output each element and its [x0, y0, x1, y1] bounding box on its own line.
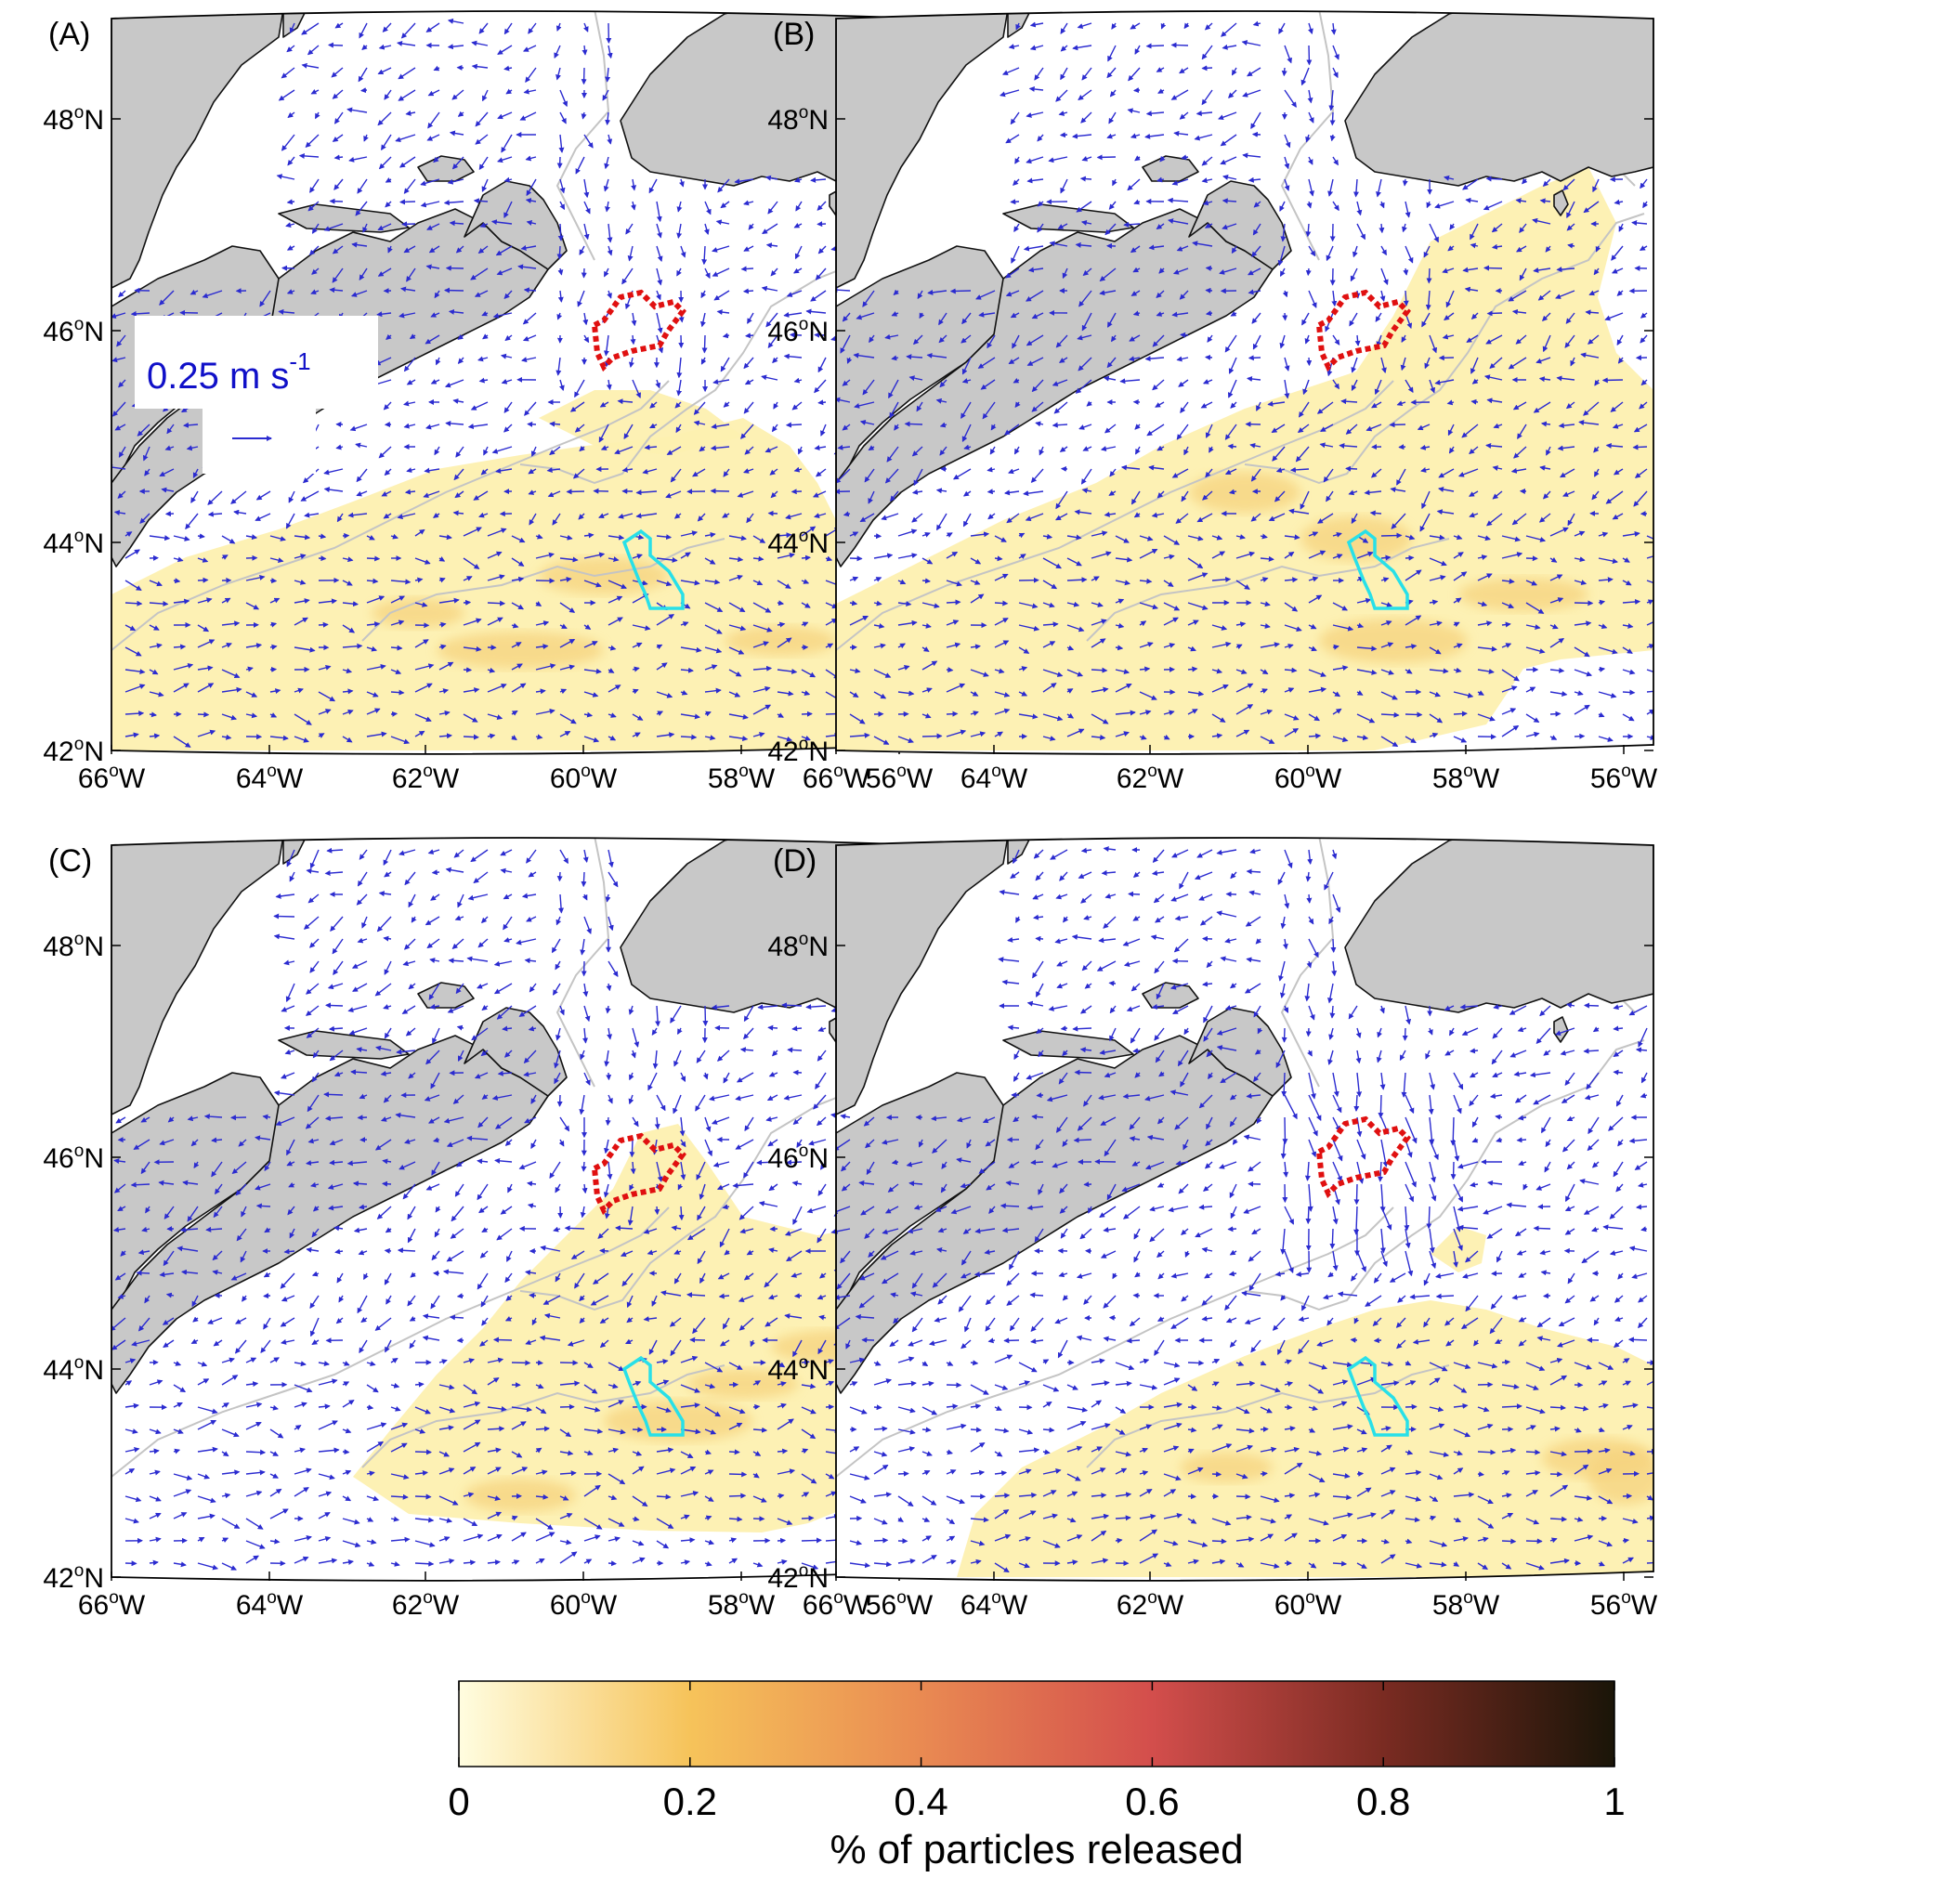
- map-frame: [835, 10, 1654, 755]
- longitude-tick-label: 64oW: [960, 762, 1028, 794]
- latitude-tick-label: 42oN: [43, 1561, 104, 1594]
- colorbar-tick-label: 0.2: [663, 1780, 717, 1823]
- red-region-outline: [1315, 1115, 1411, 1199]
- latitude-tick-label: 44oN: [767, 527, 829, 559]
- longitude-tick-label: 66oW: [803, 762, 870, 794]
- landmass: [836, 11, 1653, 567]
- isobath-lines: [111, 838, 921, 1478]
- colorbar-tick-label: 0.6: [1125, 1780, 1179, 1823]
- longitude-tick-label: 60oW: [1274, 1588, 1342, 1621]
- red-region-outline: [591, 289, 686, 372]
- particle-density-field: [957, 1226, 1653, 1577]
- longitude-tick-label: 56oW: [1590, 1588, 1658, 1621]
- current-vectors: [111, 847, 929, 1571]
- latitude-tick-label: 46oN: [43, 1141, 104, 1174]
- colorbar-tick-label: 0.4: [894, 1780, 947, 1823]
- longitude-tick-label: 58oW: [1432, 1588, 1500, 1621]
- panel-label: (C): [48, 843, 92, 879]
- landmass: [836, 838, 1653, 1394]
- longitude-tick-label: 64oW: [960, 1588, 1028, 1621]
- colorbar: 0 0.2 0.4 0.6 0.8 1 % of particles released: [448, 1680, 1626, 1872]
- latitude-tick-label: 44oN: [43, 1353, 104, 1386]
- longitude-tick-label: 60oW: [1274, 762, 1342, 794]
- current-vectors: [836, 846, 1653, 1573]
- longitude-tick-label: 66oW: [803, 1588, 870, 1621]
- panel-label: (B): [773, 17, 815, 52]
- panel-label: (A): [48, 17, 90, 52]
- latitude-tick-label: 44oN: [767, 1353, 829, 1386]
- longitude-tick-label: 62oW: [1117, 762, 1184, 794]
- longitude-tick-label: 56oW: [1590, 762, 1658, 794]
- latitude-tick-label: 48oN: [43, 103, 104, 136]
- latitude-tick-label: 44oN: [43, 527, 104, 559]
- longitude-tick-label: 64oW: [236, 1588, 304, 1621]
- longitude-tick-label: 60oW: [550, 762, 618, 794]
- longitude-tick-label: 56oW: [866, 762, 934, 794]
- longitude-tick-label: 62oW: [392, 762, 460, 794]
- latitude-tick-label: 42oN: [43, 735, 104, 767]
- longitude-tick-label: 58oW: [708, 1588, 776, 1621]
- cyan-region-outline: [621, 1355, 685, 1437]
- cyan-region-outline: [1346, 528, 1409, 610]
- latitude-tick-label: 42oN: [767, 1561, 829, 1594]
- longitude-tick-label: 62oW: [1117, 1588, 1184, 1621]
- red-region-outline: [591, 1132, 686, 1216]
- cyan-region-outline: [1346, 1355, 1409, 1437]
- longitude-tick-label: 64oW: [236, 762, 304, 794]
- longitude-tick-label: 58oW: [1432, 762, 1500, 794]
- current-vectors: [836, 20, 1653, 748]
- cyan-region-outline: [621, 528, 685, 610]
- latitude-tick-label: 48oN: [43, 930, 104, 962]
- scale-arrow-legend: 0.25 m s-1: [135, 316, 378, 474]
- panel-label: (D): [773, 843, 817, 879]
- latitude-tick-label: 46oN: [43, 315, 104, 347]
- latitude-tick-label: 42oN: [767, 735, 829, 767]
- latitude-tick-label: 46oN: [767, 1141, 829, 1174]
- red-region-outline: [1315, 289, 1411, 372]
- latitude-tick-label: 48oN: [767, 930, 829, 962]
- colorbar-tick-label: 0.8: [1356, 1780, 1410, 1823]
- colorbar-tick-label: 0: [448, 1780, 469, 1823]
- scale-arrow-label: 0.25 m s-1: [147, 347, 311, 397]
- longitude-tick-label: 60oW: [550, 1588, 618, 1621]
- colorbar-gradient: [458, 1680, 1615, 1767]
- map-frame: [835, 837, 1654, 1582]
- latitude-tick-label: 48oN: [767, 103, 829, 136]
- colorbar-tick-label: 1: [1603, 1780, 1625, 1823]
- colorbar-title: % of particles released: [830, 1827, 1243, 1872]
- longitude-tick-label: 62oW: [392, 1588, 460, 1621]
- longitude-tick-label: 66oW: [78, 762, 146, 794]
- longitude-tick-label: 58oW: [708, 762, 776, 794]
- longitude-tick-label: 56oW: [866, 1588, 934, 1621]
- longitude-tick-label: 66oW: [78, 1588, 146, 1621]
- latitude-tick-label: 46oN: [767, 315, 829, 347]
